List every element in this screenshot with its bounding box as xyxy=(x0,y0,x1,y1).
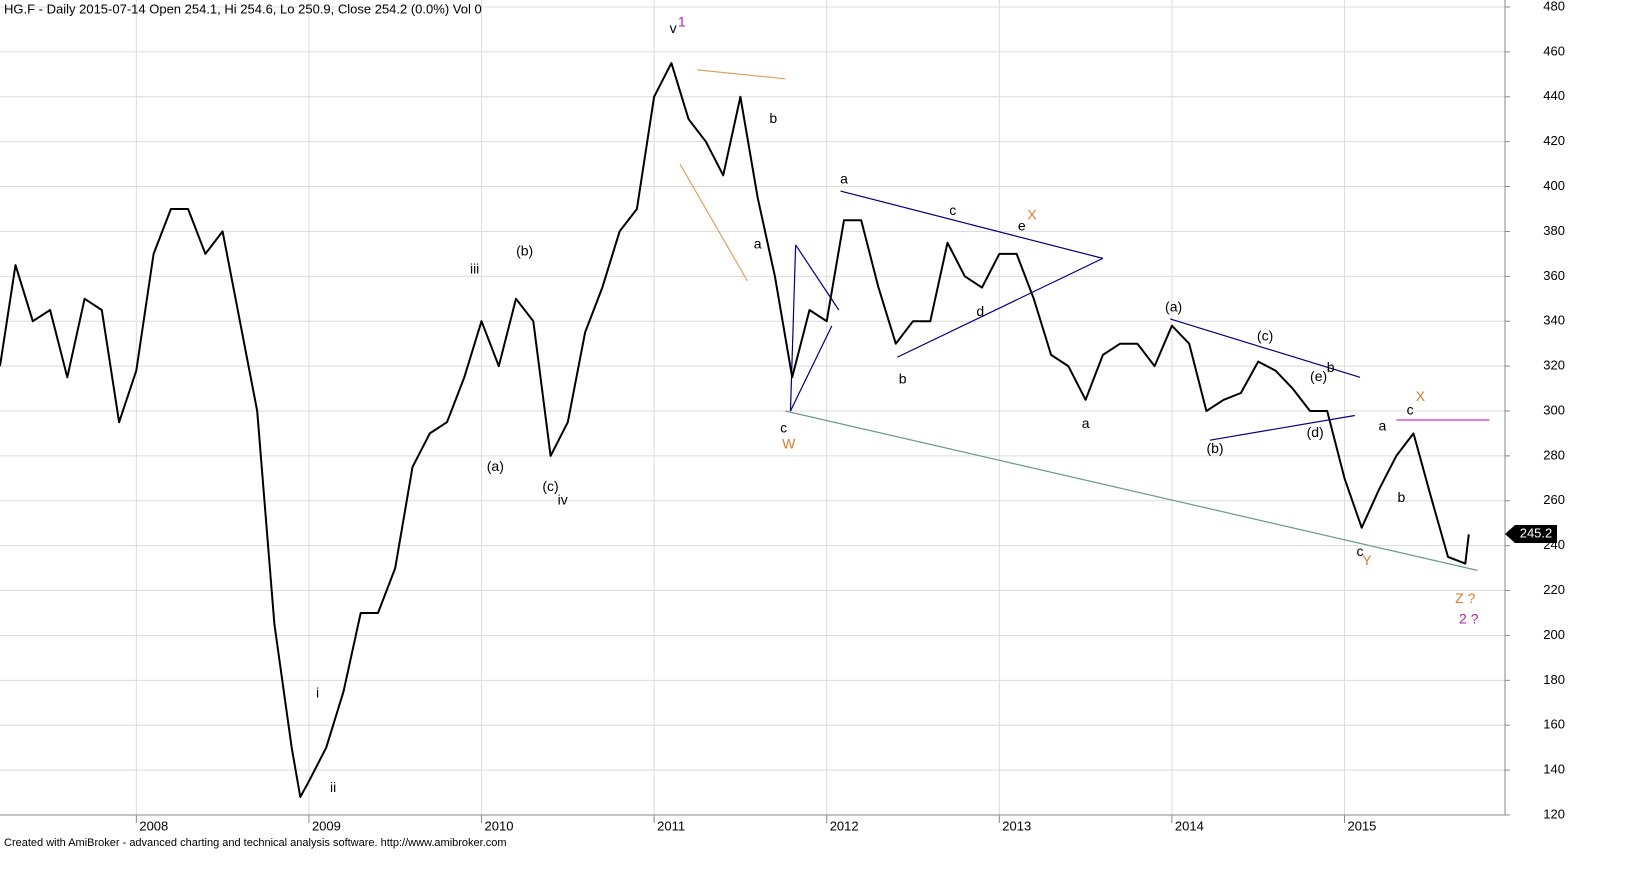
wave-label: (a) xyxy=(487,458,504,474)
last-value-label: 245.2 xyxy=(1520,525,1553,540)
wave-label: ii xyxy=(330,779,336,795)
annotation-layer xyxy=(679,69,1490,571)
wave-label: Y xyxy=(1362,552,1372,568)
wave-label: a xyxy=(840,171,848,187)
footer: Created with AmiBroker - advanced charti… xyxy=(4,837,507,849)
y-tick-label: 420 xyxy=(1543,133,1565,148)
trend-line xyxy=(1169,318,1361,378)
x-tick-label: 2009 xyxy=(312,818,341,833)
y-tick-label: 280 xyxy=(1543,447,1565,462)
wave-label: Z ? xyxy=(1455,590,1475,606)
y-tick-label: 140 xyxy=(1543,762,1565,777)
chart-title: HG.F - Daily 2015-07-14 Open 254.1, Hi 2… xyxy=(4,1,482,16)
wave-label: (b) xyxy=(516,242,533,258)
y-tick-label: 120 xyxy=(1543,806,1565,821)
trend-line xyxy=(897,257,1104,358)
wave-label: c xyxy=(1407,402,1414,418)
wave-label: a xyxy=(1082,415,1090,431)
y-tick-label: 180 xyxy=(1543,672,1565,687)
trend-line xyxy=(840,190,1104,259)
last-value-tag xyxy=(1505,524,1557,543)
trend-line xyxy=(789,244,797,412)
x-tick-label: 2012 xyxy=(830,818,859,833)
wave-label: b xyxy=(899,370,907,386)
wave-label: (a) xyxy=(1165,298,1182,314)
x-tick-label: 2014 xyxy=(1175,818,1204,833)
y-tick-label: 300 xyxy=(1543,402,1565,417)
wave-label: c xyxy=(1357,543,1364,559)
grid xyxy=(0,0,1505,816)
wave-label: (b) xyxy=(1206,440,1223,456)
x-tick-label: 2013 xyxy=(1002,818,1031,833)
wave-label: W xyxy=(782,435,796,451)
wave-label: 2 ? xyxy=(1459,610,1479,626)
wave-label: X xyxy=(1416,388,1426,404)
x-tick-label: 2011 xyxy=(657,818,685,833)
trend-line xyxy=(785,410,1478,571)
wave-label: iv xyxy=(558,491,568,507)
trend-line xyxy=(679,163,748,282)
x-tick-label: 2008 xyxy=(139,818,168,833)
y-tick-label: 160 xyxy=(1543,717,1565,732)
y-tick-label: 340 xyxy=(1543,313,1565,328)
y-tick-label: 200 xyxy=(1543,627,1565,642)
y-tick-label: 380 xyxy=(1543,223,1565,238)
wave-label: v xyxy=(670,20,677,36)
wave-label: i xyxy=(316,685,319,701)
x-tick-label: 2015 xyxy=(1347,818,1376,833)
y-tick-label: 220 xyxy=(1543,582,1565,597)
x-tick-label: 2010 xyxy=(485,818,514,833)
y-tick-label: 460 xyxy=(1543,43,1565,58)
wave-label: b xyxy=(1327,359,1335,375)
y-tick-label: 440 xyxy=(1543,88,1565,103)
trend-line xyxy=(697,69,786,80)
wave-label: b xyxy=(769,110,777,126)
wave-label: 1 xyxy=(678,13,686,29)
y-tick-label: 260 xyxy=(1543,492,1565,507)
wave-label: (c) xyxy=(1257,328,1273,344)
y-tick-label: 400 xyxy=(1543,178,1565,193)
y-tick-label: 360 xyxy=(1543,268,1565,283)
wave-label: c xyxy=(780,420,787,436)
wave-label: (c) xyxy=(542,478,558,494)
wave-label: c xyxy=(949,202,956,218)
wave-label: (d) xyxy=(1307,424,1324,440)
price-line xyxy=(0,62,1470,798)
wave-label: a xyxy=(1379,417,1387,433)
wave-label: a xyxy=(754,236,762,252)
wave-label: X xyxy=(1027,206,1037,222)
trend-line xyxy=(795,244,840,311)
wave-label: b xyxy=(1398,489,1406,505)
wave-label: e xyxy=(1018,218,1026,234)
y-tick-label: 320 xyxy=(1543,358,1565,373)
wave-label: (e) xyxy=(1310,368,1327,384)
wave-label: iii xyxy=(470,260,479,276)
trend-line xyxy=(789,325,833,412)
trend-line xyxy=(1209,414,1355,441)
y-tick-label: 480 xyxy=(1543,0,1565,13)
wave-label: d xyxy=(976,303,984,319)
